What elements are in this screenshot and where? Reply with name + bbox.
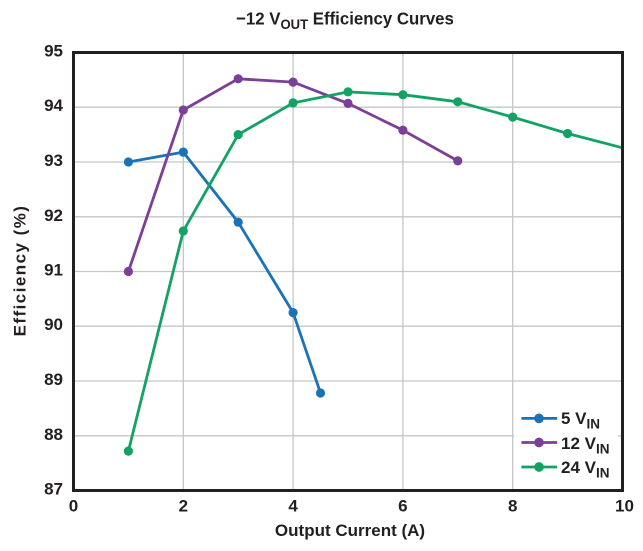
svg-text:4: 4 [288,497,298,516]
svg-text:2: 2 [179,497,188,516]
svg-text:0: 0 [69,497,78,516]
svg-text:93: 93 [44,151,63,170]
svg-text:95: 95 [44,42,63,61]
svg-text:92: 92 [44,206,63,225]
svg-text:8: 8 [508,497,517,516]
svg-text:87: 87 [44,480,63,499]
svg-text:88: 88 [44,425,63,444]
svg-text:Efficiency (%): Efficiency (%) [11,205,30,337]
svg-text:6: 6 [398,497,407,516]
svg-text:91: 91 [44,261,63,280]
svg-text:89: 89 [44,370,63,389]
svg-text:10: 10 [615,497,634,516]
svg-text:−12 VOUT Efficiency Curves: −12 VOUT Efficiency Curves [236,8,454,32]
svg-text:90: 90 [44,315,63,334]
svg-text:94: 94 [44,96,63,115]
svg-text:Output Current (A): Output Current (A) [275,521,425,540]
